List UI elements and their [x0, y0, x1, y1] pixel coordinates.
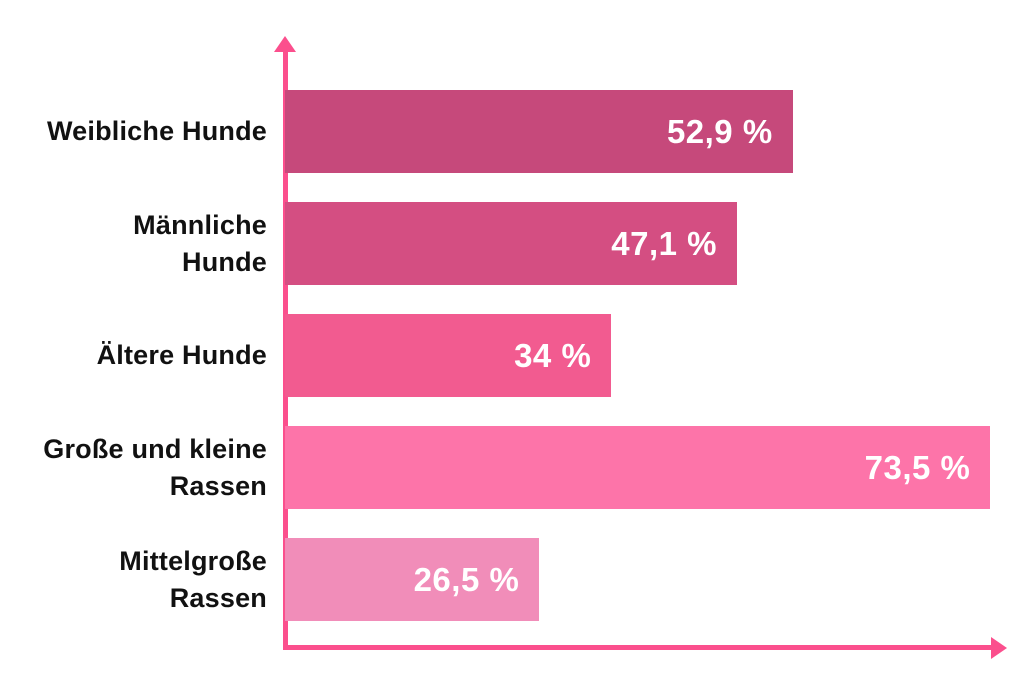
category-label-line: Ältere Hunde [96, 340, 267, 370]
bar-track: 26,5 % [285, 538, 1024, 621]
bar: 47,1 % [285, 202, 738, 285]
category-label-line: Rassen [169, 470, 267, 501]
bar-value-label: 52,9 % [666, 112, 773, 150]
category-label: Weibliche Hunde [0, 90, 285, 173]
y-axis-arrow-icon [274, 36, 296, 52]
bar-value-label: 34 % [514, 336, 592, 374]
category-label-line: Hunde [182, 246, 267, 277]
chart-row: Weibliche Hunde 52,9 % [0, 90, 1024, 173]
category-label: Mittelgroße Rassen [0, 538, 285, 621]
bar: 73,5 % [285, 426, 991, 509]
category-label-line: Mittelgroße [119, 545, 267, 576]
chart-row: Ältere Hunde 34 % [0, 314, 1024, 397]
x-axis-arrow-icon [991, 637, 1007, 659]
category-label: Ältere Hunde [0, 314, 285, 397]
category-label: Große und kleine Rassen [0, 426, 285, 509]
bar: 52,9 % [285, 90, 793, 173]
category-label-line: Männliche [133, 209, 267, 240]
x-axis-line [283, 645, 993, 650]
bar: 26,5 % [285, 538, 540, 621]
bar: 34 % [285, 314, 612, 397]
bar-rows: Weibliche Hunde 52,9 % Männliche Hunde 47,1 … [0, 90, 1024, 650]
chart-row: Mittelgroße Rassen 26,5 % [0, 538, 1024, 621]
category-label-line: Große und kleine [43, 433, 267, 464]
bar-track: 47,1 % [285, 202, 1024, 285]
category-label: Männliche Hunde [0, 202, 285, 285]
chart-row: Große und kleine Rassen 73,5 % [0, 426, 1024, 509]
bar-value-label: 73,5 % [864, 448, 971, 486]
bar-value-label: 47,1 % [611, 224, 718, 262]
bar-value-label: 26,5 % [413, 560, 520, 598]
category-label-line: Weibliche Hunde [46, 116, 267, 146]
bar-track: 34 % [285, 314, 1024, 397]
bar-track: 52,9 % [285, 90, 1024, 173]
bar-track: 73,5 % [285, 426, 1024, 509]
category-label-line: Rassen [169, 582, 267, 613]
chart-row: Männliche Hunde 47,1 % [0, 202, 1024, 285]
